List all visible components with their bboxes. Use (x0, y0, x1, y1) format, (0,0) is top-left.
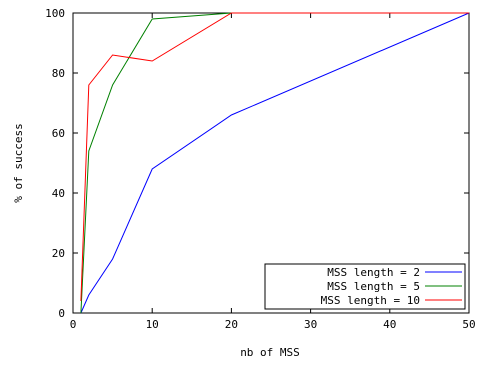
legend-label: MSS length = 2 (327, 266, 420, 279)
y-tick-label: 20 (52, 247, 65, 260)
x-tick-label: 0 (70, 318, 77, 331)
series-line-1 (80, 12, 470, 314)
x-tick-label: 50 (462, 318, 475, 331)
y-tick-label: 40 (52, 187, 65, 200)
x-tick-label: 20 (225, 318, 238, 331)
x-tick-label: 40 (383, 318, 396, 331)
y-tick-label: 100 (45, 7, 65, 20)
y-axis-title: % of success (12, 123, 25, 202)
legend-label: MSS length = 10 (321, 294, 420, 307)
x-tick-label: 30 (304, 318, 317, 331)
series-lines (80, 12, 470, 314)
legend-label: MSS length = 5 (327, 280, 420, 293)
x-axis-title: nb of MSS (240, 346, 300, 359)
y-tick-label: 80 (52, 67, 65, 80)
y-tick-label: 0 (58, 307, 65, 320)
series-line-3 (80, 12, 469, 302)
x-tick-label: 10 (146, 318, 159, 331)
y-tick-label: 60 (52, 127, 65, 140)
